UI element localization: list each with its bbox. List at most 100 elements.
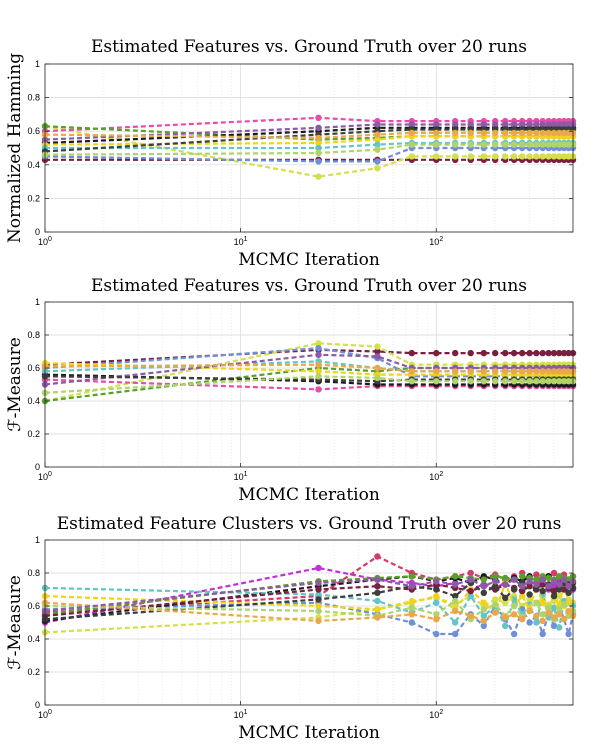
run-marker [467,121,474,128]
run-marker [519,121,526,128]
run-marker [510,121,518,128]
run-marker [452,368,459,375]
run-marker [539,121,546,128]
run-marker [408,599,415,606]
run-marker [315,139,322,147]
axes-frame [44,539,574,706]
run-marker [315,607,322,615]
run-marker [545,604,552,611]
run-marker [315,602,322,610]
run-marker [560,616,568,623]
run-marker [452,592,459,600]
chart-title: Estimated Features vs. Ground Truth over… [91,276,527,296]
run-marker [510,378,518,385]
run-marker [433,578,440,585]
run-marker [452,378,459,385]
run-marker [433,616,440,623]
run-marker [480,612,487,620]
run-marker [480,583,487,590]
run-marker [526,141,533,148]
x-tick-label: 101 [234,236,248,247]
series-group [41,114,577,180]
x-tick-label: 100 [38,471,52,482]
run-marker [565,378,572,385]
chart-title: Estimated Feature Clusters vs. Ground Tr… [57,514,562,534]
x-tick-label: 102 [429,471,443,482]
run-marker [480,378,487,385]
run-marker [433,586,440,593]
run-marker [315,114,322,122]
run-marker [433,141,440,148]
run-marker [315,586,322,593]
run-marker [315,386,322,393]
run-marker [550,141,558,148]
run-marker [539,368,546,375]
run-marker [502,129,509,137]
run-marker [510,611,518,618]
run-marker [519,592,526,600]
y-tick-label: 0.4 [27,396,40,406]
x-tick-label: 102 [429,709,443,720]
run-marker [510,586,518,593]
run-marker [374,146,381,153]
run-marker [533,121,540,128]
run-marker [526,368,533,375]
y-tick-label: 0.8 [27,568,40,578]
run-marker [452,349,459,357]
run-marker [565,368,572,375]
run-marker [492,349,499,357]
y-tick-label: 0.2 [27,429,40,439]
run-marker [560,368,568,375]
run-marker [545,121,552,128]
run-marker [374,364,381,372]
run-marker [315,340,322,347]
x-tick-label: 100 [38,236,52,247]
y-tick-label: 0.4 [27,634,40,644]
run-marker [510,596,518,603]
run-marker [550,604,558,611]
y-tick-label: 0 [35,227,40,237]
chart-panel-3: 0 0.2 0.4 0.6 0.8 1 100 101 102 Estimated Feature… [5,514,577,743]
run-marker [467,569,474,577]
run-marker [502,594,509,601]
run-marker [526,121,533,128]
y-tick-label: 1 [35,59,40,69]
y-tick-label: 1 [35,297,40,307]
axes-frame [44,301,574,468]
run-marker [315,124,322,131]
run-marker [539,576,546,583]
run-marker [433,592,440,600]
y-tick-label: 0.6 [27,601,40,611]
run-marker [533,612,540,620]
run-marker [539,587,546,595]
run-marker [433,153,440,160]
run-marker [545,153,552,160]
run-marker [533,378,540,385]
run-marker [502,368,509,375]
run-marker [526,378,533,385]
y-tick-label: 0.6 [27,126,40,136]
y-axis-label: Normalized Hamming [5,53,25,243]
run-marker [374,158,381,165]
chart-panel-2: 0 0.2 0.4 0.6 0.8 1 100 101 102 Estimated Feature… [5,276,577,505]
y-tick-label: 0.4 [27,160,40,170]
y-axis-label: ℱ-Measure [5,337,25,432]
run-marker [315,368,322,375]
run-marker [510,602,518,610]
run-marker [526,583,533,590]
run-marker [374,141,381,148]
run-marker [492,141,499,148]
y-tick-label: 1 [35,535,40,545]
run-marker [492,378,499,385]
run-marker [519,141,526,148]
axes-frame [44,63,574,233]
run-marker [560,141,568,148]
run-marker [526,129,533,137]
run-marker [502,153,509,160]
run-marker [565,612,572,620]
run-marker [467,612,474,620]
run-marker [539,630,546,638]
y-tick-label: 0.8 [27,93,40,103]
run-marker [502,574,509,582]
run-marker [556,586,563,593]
